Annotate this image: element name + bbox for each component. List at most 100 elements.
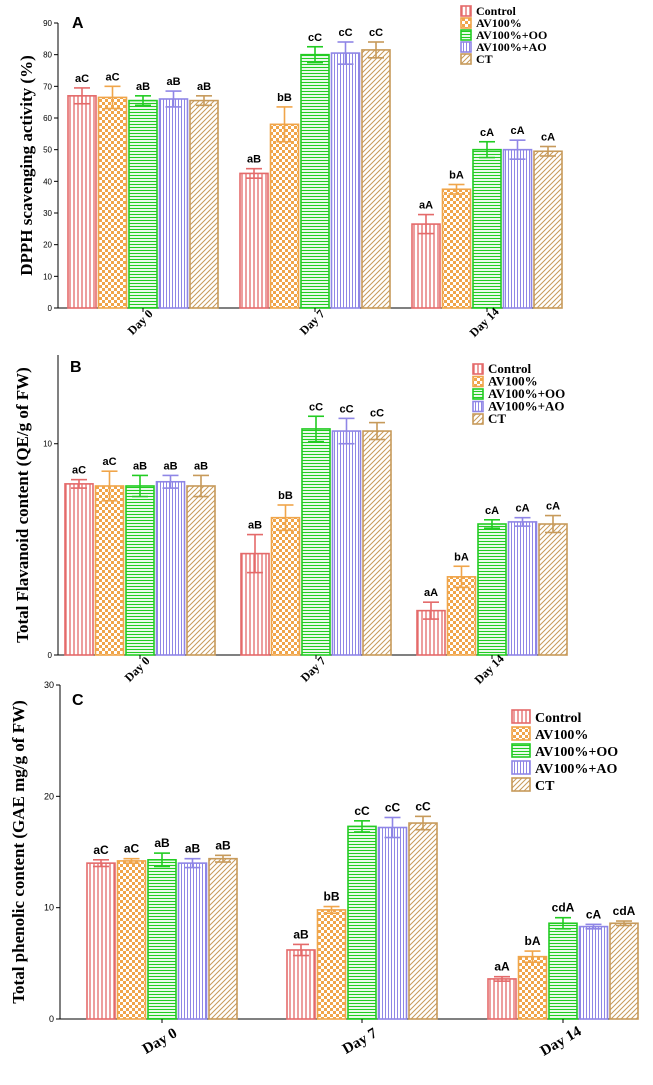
y-tick-label: 90 — [43, 19, 52, 28]
bar-oo — [301, 428, 331, 656]
bar-ao — [578, 925, 609, 1020]
bar-ct — [189, 99, 219, 309]
x-category-label: Day 14 — [472, 652, 507, 687]
legend-label: AV100%+AO — [535, 762, 618, 777]
significance-label: aC — [75, 73, 89, 85]
legend-swatch-control — [460, 5, 472, 17]
x-category-label: Day 7 — [297, 307, 328, 338]
significance-label: bB — [324, 890, 340, 904]
significance-label: cA — [480, 127, 494, 139]
y-tick-label: 0 — [48, 304, 53, 313]
significance-label: cC — [354, 804, 370, 818]
bar-av100 — [270, 516, 301, 656]
legend-swatch-ao — [511, 760, 531, 775]
legend-label: CT — [488, 411, 506, 426]
y-tick-label: 10 — [44, 903, 54, 913]
legend-label: CT — [535, 779, 555, 794]
legend-swatch-oo — [472, 388, 484, 400]
significance-label: cC — [339, 403, 353, 415]
legend-swatch-control — [511, 709, 531, 724]
legend-label: AV100% — [488, 374, 538, 389]
bar-ct — [208, 857, 238, 1020]
bar-ao — [177, 862, 208, 1020]
y-tick-label: 80 — [43, 51, 52, 60]
y-axis-title: DPPH scavenging activity (%) — [17, 55, 36, 276]
panel-a: A DPPH scavenging activity (%) 0 10 20 30 40 50… — [17, 4, 563, 340]
significance-label: cC — [369, 27, 383, 39]
bar-ao — [502, 148, 533, 309]
significance-label: cA — [485, 505, 499, 517]
bar-ao — [377, 826, 408, 1020]
bar-ao — [507, 521, 538, 656]
significance-label: aB — [136, 81, 150, 93]
bar-ao — [331, 430, 362, 656]
significance-label: aB — [194, 460, 208, 472]
bar-ct — [186, 485, 216, 656]
bar-oo — [548, 922, 578, 1020]
significance-label: cC — [415, 799, 431, 813]
bar-control — [239, 172, 269, 309]
y-tick-label: 20 — [43, 241, 52, 250]
significance-label: bA — [449, 170, 464, 182]
significance-label: bB — [278, 490, 293, 502]
significance-label: aA — [424, 587, 438, 599]
bar-av100 — [269, 123, 300, 309]
x-category-label: Day 7 — [298, 654, 329, 685]
legend-swatch-ao — [472, 400, 484, 413]
significance-label: aB — [248, 520, 262, 532]
significance-label: aB — [215, 838, 231, 852]
bar-control — [64, 483, 94, 656]
bar-control — [86, 862, 116, 1020]
legend-swatch-ct — [511, 777, 531, 792]
significance-label: cC — [309, 401, 323, 413]
bar-control — [286, 949, 316, 1020]
bar-ct — [362, 430, 392, 656]
significance-label: cC — [308, 32, 322, 44]
panel-letter: B — [70, 359, 82, 376]
significance-label: bB — [277, 92, 292, 104]
legend-swatch-control — [472, 363, 484, 375]
significance-label: aB — [163, 460, 177, 472]
legend-label: AV100%+AO — [476, 40, 547, 54]
significance-label: aC — [105, 71, 119, 83]
significance-label: cA — [546, 501, 560, 513]
legend-label: AV100%+OO — [476, 28, 547, 42]
significance-label: aB — [166, 76, 180, 88]
significance-label: aB — [154, 836, 170, 850]
legend-label: CT — [476, 52, 493, 66]
y-tick-label: 10 — [43, 440, 52, 449]
y-tick-label: 0 — [49, 1014, 54, 1024]
legend-swatch-oo — [511, 743, 531, 758]
significance-label: aA — [494, 960, 510, 974]
bar-av100 — [97, 96, 128, 309]
significance-label: cC — [385, 800, 401, 814]
legend-swatch-ct — [472, 413, 484, 425]
significance-label: aB — [247, 154, 261, 166]
bar-av100 — [116, 860, 147, 1020]
y-tick-label: 30 — [43, 209, 52, 218]
x-category-label: Day 0 — [122, 654, 153, 685]
legend-label: AV100% — [476, 16, 522, 30]
bar-oo — [147, 858, 177, 1020]
y-tick-label: 40 — [43, 177, 52, 186]
bar-av100 — [441, 188, 472, 309]
significance-label: aA — [419, 200, 433, 212]
bar-ct — [361, 49, 391, 309]
y-tick-label: 0 — [48, 651, 53, 660]
bar-ct — [533, 150, 563, 309]
legend-swatch-ao — [460, 41, 472, 53]
significance-label: aB — [197, 81, 211, 93]
y-axis-title: Total phenolic content (GAE mg/g of FW) — [9, 700, 28, 1003]
significance-label: aC — [102, 456, 116, 468]
x-category-label: Day 14 — [467, 305, 502, 340]
y-tick-label: 20 — [44, 791, 54, 801]
bar-control — [487, 978, 517, 1020]
legend-label: AV100%+OO — [488, 386, 565, 401]
significance-label: cA — [586, 907, 602, 921]
y-axis-title: Total Flavanoid content (QE/g of FW) — [13, 367, 32, 643]
significance-label: cC — [338, 27, 352, 39]
bar-av100 — [446, 576, 477, 656]
